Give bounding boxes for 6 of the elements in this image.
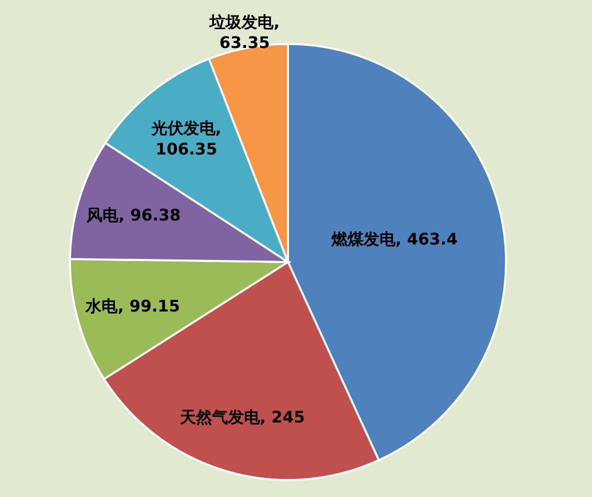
- slice-label: 燃煤发电, 463.4: [330, 229, 458, 248]
- slice-label: 水电, 99.15: [84, 296, 180, 316]
- slice-label: 风电, 96.38: [86, 206, 181, 225]
- slice-label: 天然气发电, 245: [178, 407, 305, 426]
- slice-label: 垃圾发电, 63.35: [208, 12, 280, 52]
- slice-label: 光伏发电, 106.35: [150, 118, 222, 158]
